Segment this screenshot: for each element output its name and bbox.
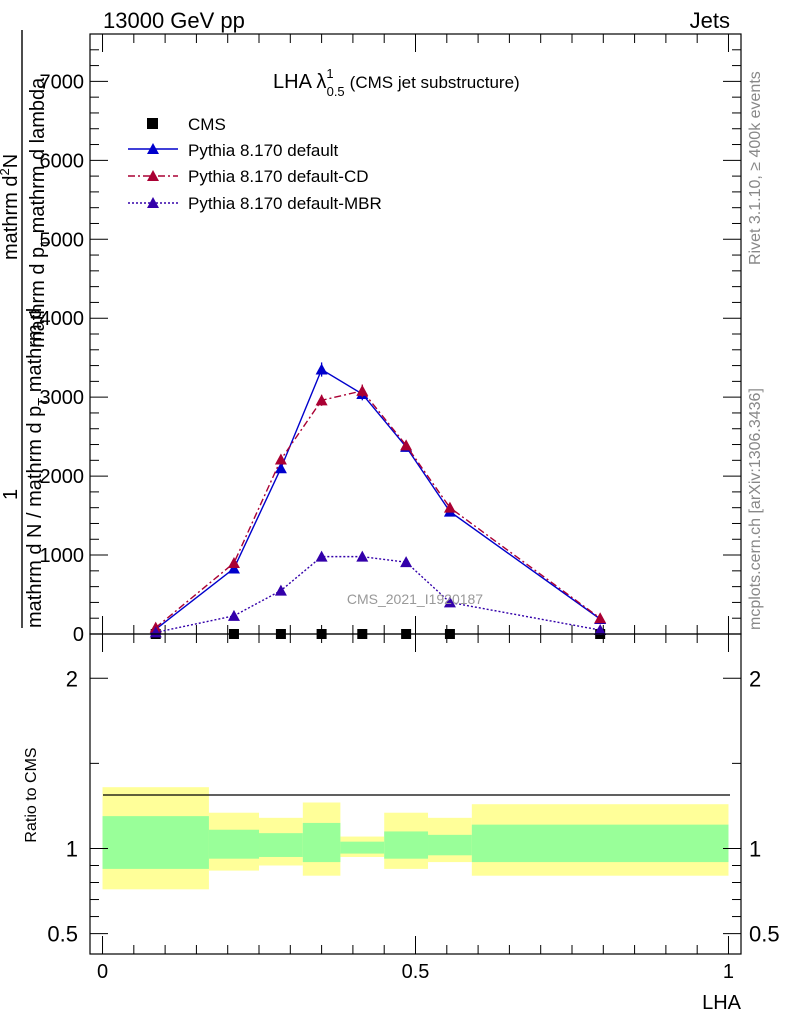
ratio-y-tick-label: 0.5 — [47, 922, 78, 947]
legend-label-default: Pythia 8.170 default — [188, 141, 339, 160]
main-plot-panel: 0 1000 2000 3000 4000 5000 6000 7000 CMS_2021_I… — [0, 30, 742, 646]
lower-frame — [89, 633, 742, 955]
data-point-default_mbr — [400, 556, 413, 568]
data-point-default — [227, 562, 240, 574]
ratio-band-inner — [471, 824, 729, 863]
y-tick-label: 0 — [73, 624, 84, 646]
svg-text:mathrm d N / mathrm d pT mathr: mathrm d N / mathrm d pT mathrm d — [24, 308, 50, 628]
data-point-default_cd — [400, 439, 413, 451]
data-point-default — [274, 462, 287, 474]
ratio-y-tick-label-right: 0.5 — [749, 922, 780, 947]
legend-marker-default — [147, 143, 159, 154]
legend-marker-default-mbr — [147, 197, 159, 208]
ratio-y-tick-label: 2 — [66, 666, 78, 691]
lower-axis-ticks: 0.5 0.5 1 1 2 2 0 0.5 1 — [47, 634, 780, 983]
svg-text:mathrm d pT mathrm d lambda: mathrm d pT mathrm d lambda — [27, 77, 53, 348]
data-point-default_mbr — [149, 626, 162, 638]
ratio-band-inner — [428, 834, 472, 856]
rivet-label: Rivet 3.1.10, ≥ 400k events — [747, 71, 764, 265]
ratio-y-axis-label: Ratio to CMS — [23, 747, 40, 842]
legend: CMS Pythia 8.170 default Pythia 8.170 de… — [128, 115, 382, 213]
data-point-default_mbr — [227, 609, 240, 621]
ratio-bands — [102, 787, 729, 890]
mcplots-label: mcplots.cern.ch [arXiv:1306.3436] — [747, 388, 764, 630]
y-tick-label: 1000 — [40, 545, 85, 567]
data-point-default_mbr — [315, 550, 328, 562]
data-point-default_cd — [315, 394, 328, 406]
ratio-band-inner — [208, 829, 260, 859]
data-point-default_cd — [356, 384, 369, 396]
legend-label-default-cd: Pythia 8.170 default-CD — [188, 167, 369, 186]
y-tick-label: 2000 — [40, 466, 85, 488]
ratio-y-tick-label-right: 1 — [749, 836, 761, 861]
svg-text:1: 1 — [0, 489, 22, 500]
ratio-y-tick-label: 1 — [66, 836, 78, 861]
ratio-plot-panel: 0.5 0.5 1 1 2 2 0 0.5 1 Ratio to CMS LHA — [23, 633, 780, 1014]
data-point-default — [315, 363, 328, 375]
x-tick-label: 0.5 — [402, 961, 430, 983]
y-tick-label: 3000 — [40, 387, 85, 409]
x-tick-label: 1 — [723, 961, 734, 983]
analysis-watermark: CMS_2021_I1920187 — [347, 591, 483, 607]
upper-y-axis-label: 1 mathrm d N / mathrm d pT mathrm d math… — [0, 30, 53, 628]
data-point-default_cd — [594, 612, 607, 624]
y-tick-label: 5000 — [40, 229, 85, 251]
y-tick-label: 6000 — [40, 150, 85, 172]
legend-label-cms: CMS — [188, 115, 226, 134]
legend-label-default-mbr: Pythia 8.170 default-MBR — [188, 194, 382, 213]
legend-marker-cms — [147, 118, 158, 129]
header-left: 13000 GeV pp — [103, 8, 245, 33]
ratio-band-inner — [302, 822, 341, 863]
upper-axis-ticks: 0 1000 2000 3000 4000 5000 6000 7000 — [40, 33, 741, 646]
svg-text:mathrm d2N: mathrm d2N — [0, 154, 22, 260]
data-point-default_cd — [227, 556, 240, 568]
data-point-default_mbr — [443, 596, 456, 608]
x-axis-label: LHA — [702, 992, 742, 1014]
ratio-band-inner — [259, 833, 303, 857]
series-line-default_mbr — [155, 555, 601, 634]
x-tick-label: 0 — [97, 961, 108, 983]
data-point-default_cd — [443, 501, 456, 513]
data-point-default_mbr — [356, 550, 369, 562]
y-tick-label: 4000 — [40, 308, 85, 330]
data-point-default_mbr — [594, 624, 607, 636]
data-point-default_mbr — [274, 584, 287, 596]
data-point-default_cd — [274, 453, 287, 465]
ratio-band-inner — [340, 841, 385, 854]
y-tick-label: 7000 — [40, 71, 85, 93]
series-line-default — [155, 368, 601, 630]
series-line-default_cd — [155, 390, 601, 629]
ratio-band-inner — [102, 816, 209, 869]
header-right: Jets — [690, 8, 730, 33]
ratio-band-inner — [384, 831, 429, 859]
ratio-y-tick-label-right: 2 — [749, 666, 761, 691]
plot-title: LHA λ1 0.5 (CMS jet substructure) — [273, 66, 520, 99]
legend-marker-default-cd — [147, 170, 159, 181]
